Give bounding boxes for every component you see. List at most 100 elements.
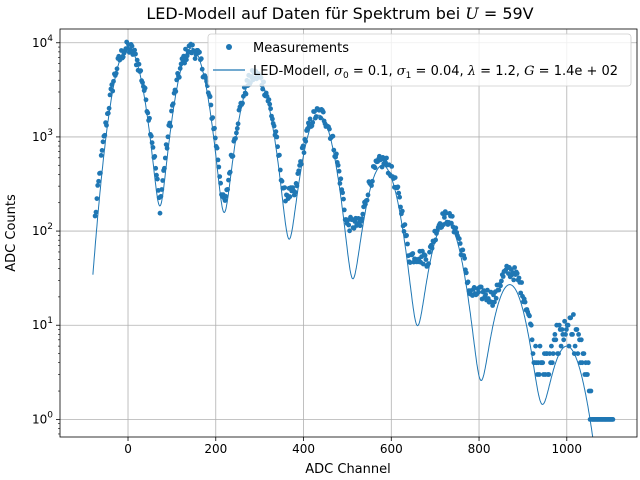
measurement-point [330, 133, 336, 139]
measurement-point [427, 249, 432, 255]
measurement-point [585, 372, 590, 377]
x-tick-label: 400 [292, 442, 315, 456]
measurement-point [155, 176, 160, 182]
y-tick-label: 103 [32, 128, 53, 144]
measurement-point [292, 189, 298, 195]
plot-frame [59, 28, 638, 438]
measurement-point [576, 332, 581, 337]
measurement-point [478, 284, 484, 290]
legend-label-measurements: Measurements [253, 41, 349, 56]
measurement-point [222, 198, 228, 203]
measurement-point [588, 388, 594, 394]
measurement-point [537, 343, 543, 349]
measurement-point [162, 155, 168, 161]
measurement-point [483, 292, 488, 297]
measurement-point [384, 155, 389, 161]
measurement-point [585, 360, 591, 366]
measurement-point [442, 215, 447, 220]
led-model-line [92, 46, 594, 437]
measurement-point [527, 313, 532, 319]
measurement-point [107, 92, 113, 98]
y-tick-label: 101 [32, 316, 53, 332]
measurement-point [397, 194, 402, 200]
y-axis-label: ADC Counts [4, 194, 19, 272]
measurement-point [372, 165, 378, 171]
measurement-point [346, 222, 352, 228]
measurement-point [500, 274, 506, 279]
measurement-point [516, 275, 522, 281]
measurement-point [570, 332, 575, 337]
measurement-point [564, 327, 569, 332]
measurement-point [207, 94, 213, 100]
x-axis-ticks: 0 200 400 600 800 1000 [124, 437, 582, 456]
measurement-point [410, 251, 416, 256]
measurement-point [423, 257, 429, 262]
measurement-point [405, 241, 410, 247]
measurement-point [154, 172, 159, 178]
measurement-point [462, 255, 467, 261]
legend: Measurements LED-Modell, σ0 = 0.1, σ1 = … [207, 33, 632, 87]
measurement-point [549, 360, 555, 366]
measurement-point [190, 42, 195, 48]
measurement-point [395, 184, 401, 190]
x-tick-label: 0 [124, 442, 132, 456]
measurement-point [100, 139, 106, 145]
measurement-point [105, 110, 111, 116]
measurement-point [528, 322, 534, 328]
measurement-point [129, 43, 135, 49]
measurement-point [568, 315, 574, 321]
measurement-point [558, 343, 564, 349]
measurement-point [481, 288, 487, 293]
measurement-point [499, 278, 504, 284]
measurement-point [529, 337, 535, 343]
x-tick-label: 800 [468, 442, 491, 456]
measurement-point [274, 134, 280, 140]
measurement-point [163, 142, 169, 148]
measurement-point [396, 190, 402, 196]
measurement-point [553, 337, 559, 343]
legend-box [207, 33, 632, 87]
y-axis-ticks: 100 101 102 103 104 [32, 34, 60, 435]
measurement-point [192, 56, 198, 61]
x-axis-label: ADC Channel [305, 462, 390, 477]
measurement-point [519, 280, 524, 285]
measurement-point [340, 190, 345, 196]
measurement-point [579, 360, 585, 366]
measurement-point [492, 299, 497, 305]
measurement-point [511, 277, 517, 283]
measurement-point [533, 343, 538, 349]
measurement-point [463, 270, 469, 276]
measurement-point [120, 54, 126, 60]
measurement-point [214, 145, 220, 151]
measurement-point [98, 153, 104, 158]
measurement-point [334, 151, 339, 157]
measurement-point [456, 236, 462, 242]
measurement-point [127, 47, 133, 53]
measurement-point [575, 351, 581, 356]
measurement-point [453, 225, 459, 231]
measurement-point [565, 322, 571, 328]
measurement-point [540, 360, 546, 366]
measurement-point [152, 154, 158, 159]
measurement-point [92, 213, 98, 219]
measurement-point [399, 208, 405, 214]
x-tick-label: 200 [204, 442, 227, 456]
measurement-point [223, 194, 229, 199]
measurement-point [341, 196, 346, 202]
measurement-point [359, 216, 365, 222]
measurement-point [443, 210, 449, 216]
measurement-point [581, 351, 587, 356]
measurement-point [157, 210, 163, 216]
measurement-point [578, 337, 584, 343]
measurement-point [307, 116, 313, 122]
measurement-point [407, 260, 413, 265]
measurement-point [153, 165, 159, 171]
measurement-point [184, 57, 189, 63]
measurement-point [547, 351, 553, 356]
measurement-point [300, 143, 306, 149]
y-tick-label: 104 [32, 34, 53, 50]
measurement-point [549, 343, 554, 349]
measurement-point [392, 175, 398, 181]
measurement-point [197, 49, 202, 55]
